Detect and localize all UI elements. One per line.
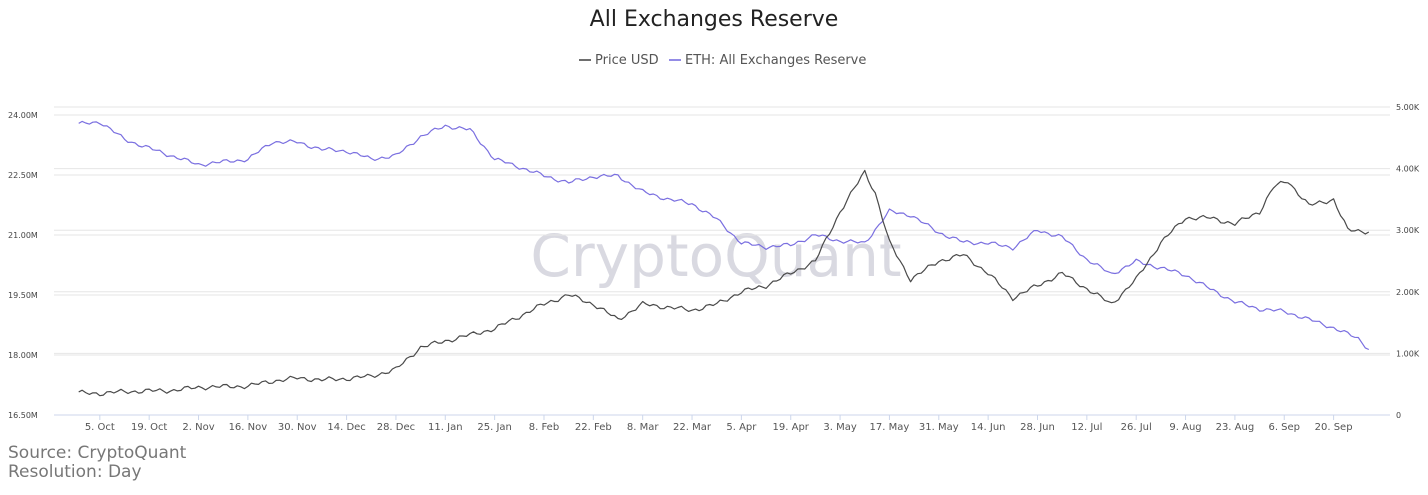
- legend-label-reserve[interactable]: ETH: All Exchanges Reserve: [685, 53, 866, 68]
- left-axis: 16.50M 18.00M 19.50M 21.00M 22.50M 24.00M: [8, 111, 38, 420]
- x-tick-label: 19. Oct: [131, 422, 167, 433]
- x-tick-label: 31. May: [919, 422, 959, 433]
- x-tick-label: 17. May: [870, 422, 910, 433]
- x-tick-label: 22. Feb: [575, 422, 612, 433]
- left-tick-label: 24.00M: [8, 111, 38, 120]
- x-tick-label: 5. Apr: [726, 422, 757, 433]
- x-tick-label: 14. Dec: [327, 422, 365, 433]
- source-text: Source: CryptoQuant: [8, 443, 187, 463]
- right-axis: 0 1.00K 2.00K 3.00K 4.00K 5.00K: [1396, 103, 1420, 420]
- x-tick-label: 26. Jul: [1121, 422, 1152, 433]
- plot-area[interactable]: [78, 120, 1370, 397]
- x-tick-label: 2. Nov: [182, 422, 214, 433]
- x-tick-label: 28. Jun: [1020, 422, 1055, 433]
- x-tick-label: 23. Aug: [1216, 422, 1255, 433]
- x-tick-label: 8. Mar: [627, 422, 659, 433]
- legend-label-price[interactable]: Price USD: [595, 53, 659, 68]
- right-tick-label: 4.00K: [1396, 165, 1420, 174]
- left-tick-label: 19.50M: [8, 291, 38, 300]
- right-tick-label: 0: [1396, 411, 1401, 420]
- x-axis: 5. Oct 19. Oct 2. Nov 16. Nov 30. Nov 14. Dec…: [54, 414, 1390, 433]
- series-line-price: [78, 169, 1370, 397]
- grid: [54, 106, 1390, 416]
- left-tick-label: 22.50M: [8, 171, 38, 180]
- x-tick-label: 19. Apr: [773, 422, 810, 433]
- watermark: CryptoQuant: [530, 222, 901, 290]
- x-tick-label: 30. Nov: [278, 422, 317, 433]
- x-tick-label: 20. Sep: [1315, 422, 1353, 433]
- x-tick-label: 28. Dec: [377, 422, 415, 433]
- resolution-text: Resolution: Day: [8, 462, 142, 482]
- chart-title: All Exchanges Reserve: [590, 7, 839, 32]
- series-line-reserve: [78, 120, 1370, 351]
- right-tick-label: 1.00K: [1396, 349, 1420, 358]
- left-tick-label: 16.50M: [8, 411, 38, 420]
- right-tick-label: 3.00K: [1396, 226, 1420, 235]
- x-tick-label: 12. Jul: [1071, 422, 1102, 433]
- x-tick-label: 22. Mar: [673, 422, 712, 433]
- x-tick-label: 11. Jan: [428, 422, 463, 433]
- left-tick-label: 21.00M: [8, 231, 38, 240]
- x-tick-label: 8. Feb: [529, 422, 559, 433]
- x-tick-label: 9. Aug: [1169, 422, 1201, 433]
- x-tick-label: 16. Nov: [229, 422, 268, 433]
- legend[interactable]: Price USD ETH: All Exchanges Reserve: [579, 53, 866, 68]
- x-tick-label: 6. Sep: [1268, 422, 1300, 433]
- x-tick-label: 14. Jun: [971, 422, 1006, 433]
- right-tick-label: 5.00K: [1396, 103, 1420, 112]
- x-tick-label: 5. Oct: [85, 422, 115, 433]
- right-tick-label: 2.00K: [1396, 288, 1420, 297]
- left-tick-label: 18.00M: [8, 351, 38, 360]
- x-tick-label: 3. May: [823, 422, 856, 433]
- x-tick-label: 25. Jan: [477, 422, 512, 433]
